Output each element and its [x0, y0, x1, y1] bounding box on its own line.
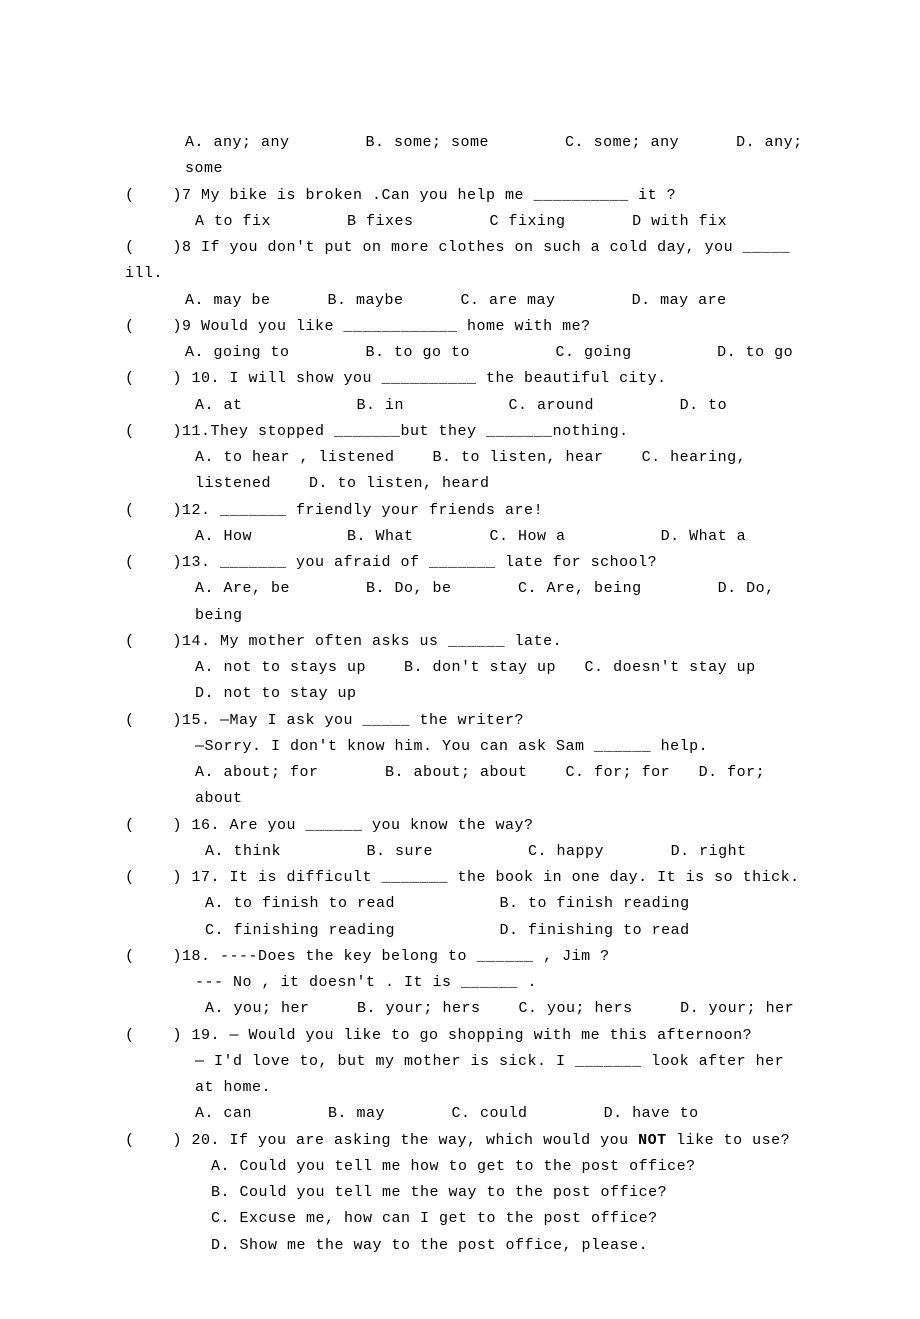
question-line: ( ) 20. If you are asking the way, which… [125, 1128, 810, 1154]
question-line: A to fix B fixes C fixing D with fix [125, 209, 810, 235]
question-line: C. Excuse me, how can I get to the post … [125, 1206, 810, 1232]
question-line: ( )15. —May I ask you _____ the writer? [125, 708, 810, 734]
question-line: ( ) 17. It is difficult _______ the book… [125, 865, 810, 891]
question-line: ( )18. ----Does the key belong to ______… [125, 944, 810, 970]
question-line: ( )11.They stopped _______but they _____… [125, 419, 810, 445]
question-line: ( )7 My bike is broken .Can you help me … [125, 183, 810, 209]
question-line: ( )14. My mother often asks us ______ la… [125, 629, 810, 655]
question-list: A. any; any B. some; some C. some; any D… [125, 130, 810, 1259]
question-line: ( )12. _______ friendly your friends are… [125, 498, 810, 524]
worksheet-page: A. any; any B. some; some C. some; any D… [0, 0, 920, 1319]
question-line: A. think B. sure C. happy D. right [125, 839, 810, 865]
question-line: ( ) 10. I will show you __________ the b… [125, 366, 810, 392]
question-line: D. Show me the way to the post office, p… [125, 1233, 810, 1259]
question-line: A. you; her B. your; hers C. you; hers D… [125, 996, 810, 1022]
question-line: — I'd love to, but my mother is sick. I … [125, 1049, 810, 1102]
question-line: A. to finish to read B. to finish readin… [125, 891, 810, 917]
question-line: A. at B. in C. around D. to [125, 393, 810, 419]
question-line: ( ) 16. Are you ______ you know the way? [125, 813, 810, 839]
question-line: A. Are, be B. Do, be C. Are, being D. Do… [125, 576, 810, 629]
question-line: ( )8 If you don't put on more clothes on… [125, 235, 810, 288]
question-line: A. How B. What C. How a D. What a [125, 524, 810, 550]
question-line: A. may be B. maybe C. are may D. may are [125, 288, 810, 314]
question-line: B. Could you tell me the way to the post… [125, 1180, 810, 1206]
question-line: A. Could you tell me how to get to the p… [125, 1154, 810, 1180]
question-line: ( ) 19. — Would you like to go shopping … [125, 1023, 810, 1049]
question-line: --- No , it doesn't . It is ______ . [125, 970, 810, 996]
question-line: A. can B. may C. could D. have to [125, 1101, 810, 1127]
question-line: C. finishing reading D. finishing to rea… [125, 918, 810, 944]
question-line: ( )13. _______ you afraid of _______ lat… [125, 550, 810, 576]
question-line: A. not to stays up B. don't stay up C. d… [125, 655, 810, 708]
question-line: ( )9 Would you like ____________ home wi… [125, 314, 810, 340]
question-line: A. to hear , listened B. to listen, hear… [125, 445, 810, 498]
question-line: A. any; any B. some; some C. some; any D… [125, 130, 810, 183]
question-line: A. about; for B. about; about C. for; fo… [125, 760, 810, 813]
question-line: —Sorry. I don't know him. You can ask Sa… [125, 734, 810, 760]
question-line: A. going to B. to go to C. going D. to g… [125, 340, 810, 366]
